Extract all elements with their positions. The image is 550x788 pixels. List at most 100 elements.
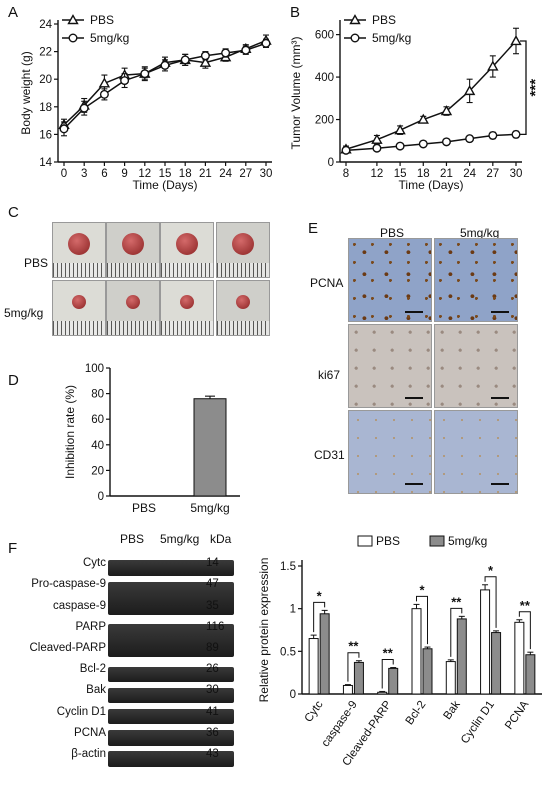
blot-band-kda: 30 [206, 684, 219, 697]
bar-0 [308, 638, 319, 695]
y-tick-label: 80 [91, 389, 104, 401]
bar-0 [342, 684, 353, 695]
tumor-specimen [176, 233, 198, 255]
photo-row-label-pbs: PBS [24, 256, 49, 270]
legend-label: PBS [90, 13, 114, 27]
bar-0 [377, 691, 388, 695]
series-line-1 [63, 42, 267, 130]
ihc-row-label-ki67: ki67 [318, 368, 341, 382]
x-axis-label: Time (Days) [399, 178, 464, 192]
scale-bar [491, 483, 509, 485]
significance-marker: ** [348, 639, 359, 654]
y-tick-label: 40 [91, 440, 104, 452]
ihc-micrograph [348, 238, 432, 322]
significance-bracket [518, 611, 531, 650]
tumor-specimen [72, 295, 86, 309]
blot-strip [108, 581, 234, 615]
ruler [107, 263, 159, 277]
y-tick-label: 24 [39, 19, 52, 31]
blot-band-label: Bcl-2 [79, 663, 106, 676]
x-tick-label: 27 [239, 168, 252, 180]
significance-marker: ** [520, 598, 531, 613]
data-point [59, 124, 69, 134]
legend-swatch [357, 535, 373, 547]
legend-label: PBS [372, 13, 396, 27]
tumor-specimen [122, 233, 144, 255]
x-tick-label: 0 [61, 168, 67, 180]
x-tick-label: Bak [442, 699, 463, 722]
significance-bracket [450, 607, 463, 657]
significance-bracket [313, 601, 326, 633]
bar-1 [456, 618, 467, 695]
blot-col-label-5mgkg: 5mg/kg [160, 532, 200, 546]
blot-band-label: PCNA [74, 726, 106, 739]
blot-strip [108, 687, 234, 704]
blot-band-kda: 89 [206, 642, 219, 654]
legend-label: 5mg/kg [90, 31, 129, 45]
tumor-specimen [68, 233, 90, 255]
tumor-photo [106, 222, 160, 278]
tumor-photo [52, 222, 106, 278]
x-tick-label: 15 [394, 168, 407, 180]
ruler [107, 321, 159, 335]
legend-label: 5mg/kg [448, 534, 487, 548]
x-tick-label: 21 [440, 168, 453, 180]
data-point [511, 129, 521, 139]
bar-1 [353, 661, 364, 695]
data-point [440, 105, 453, 116]
tumor-photo [106, 280, 160, 336]
blot-band-kda: 36 [206, 726, 219, 739]
bar-1 [319, 613, 330, 695]
data-point [395, 141, 405, 151]
significance-bracket [347, 652, 360, 682]
x-tick-label: 15 [159, 168, 172, 180]
tumor-photo-grid: PBS 5mg/kg [0, 222, 290, 342]
data-point [200, 51, 210, 61]
data-point [341, 145, 351, 155]
blot-kda-header: kDa [210, 532, 232, 546]
data-point [465, 134, 475, 144]
ruler [53, 263, 105, 277]
data-point [488, 130, 498, 140]
y-tick-label: 20 [39, 74, 52, 86]
legend-marker [68, 33, 78, 43]
y-tick-label: 18 [39, 102, 52, 114]
ihc-row-label-pcna: PCNA [310, 276, 344, 290]
x-tick-label: 3 [81, 168, 87, 180]
panel-label-b: B [290, 4, 301, 21]
y-axis-label: Relative protein expression [257, 558, 271, 703]
ihc-micrograph [434, 410, 518, 494]
tumor-specimen [126, 295, 140, 309]
data-point [487, 60, 499, 71]
y-tick-label: 20 [91, 465, 104, 477]
blot-band-kda: 14 [206, 557, 219, 570]
y-tick-label: 200 [315, 115, 334, 127]
scale-bar [405, 483, 423, 485]
x-tick-label: 27 [486, 168, 499, 180]
x-tick-label: 12 [138, 168, 151, 180]
ruler [161, 263, 213, 277]
ihc-micrograph [434, 324, 518, 408]
y-tick-label: 0 [98, 491, 104, 503]
significance-marker: * [488, 563, 494, 578]
significance-marker: *** [527, 79, 544, 97]
blot-band-kda: 26 [206, 663, 219, 676]
western-blot: PBS 5mg/kg kDa Cytc 14 Pro-caspase-9 47 casp… [0, 528, 250, 788]
bar-0 [514, 621, 525, 695]
tumor-photo [216, 280, 270, 336]
blot-band-label: Cleaved-PARP [29, 642, 107, 654]
tumor-specimen [180, 295, 194, 309]
significance-bracket [381, 659, 394, 689]
ihc-image-grid: PBS 5mg/kg PCNA ki67 CD31 [300, 220, 550, 500]
tumor-specimen [232, 233, 254, 255]
significance-marker: ** [383, 646, 394, 661]
blot-band-label: Cytc [83, 557, 106, 570]
bar-0 [411, 608, 422, 695]
blot-band-kda: 47 [206, 578, 219, 591]
photo-row-label-5mgkg: 5mg/kg [4, 306, 44, 320]
tumor-specimen [236, 295, 250, 309]
tumor-photo [52, 280, 106, 336]
blot-strip [108, 666, 234, 682]
x-axis-label: Time (Days) [133, 178, 198, 192]
y-tick-label: 1 [290, 604, 296, 616]
